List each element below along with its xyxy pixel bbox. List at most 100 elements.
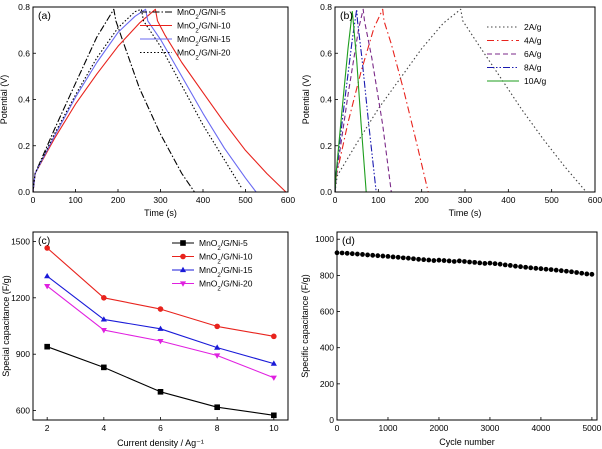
data-point — [589, 271, 595, 277]
x-tick-label: 4 — [101, 423, 106, 433]
panel-d: 0 1000 2000 3000 4000 5000 0 200 400 600 800 1000 (d… — [300, 231, 602, 447]
data-point — [44, 245, 50, 251]
data-point — [385, 254, 391, 259]
data-point — [533, 265, 539, 271]
data-point — [100, 316, 107, 322]
data-point — [380, 253, 386, 259]
legend-entry: 8A/g — [524, 63, 542, 73]
data-point — [214, 323, 220, 330]
data-point — [558, 268, 564, 274]
x-tick-label: 10 — [269, 423, 279, 433]
series-line — [32, 8, 287, 193]
data-point — [44, 272, 51, 279]
data-point — [462, 259, 467, 264]
legend-entry: MnO2/G/Ni-10 — [199, 252, 253, 266]
data-point — [436, 257, 442, 263]
legend-entry: MnO2/G/Ni-5 — [199, 238, 248, 252]
x-tick-label: 600 — [588, 195, 602, 205]
x-tick-label: 300 — [153, 195, 167, 205]
data-point — [421, 257, 427, 263]
legend-marker — [180, 240, 186, 246]
data-point — [405, 255, 411, 261]
x-tick-label: 400 — [196, 195, 210, 205]
data-point — [101, 295, 107, 301]
legend-entry: MnO2/G/Ni-20 — [177, 48, 231, 62]
data-point — [487, 260, 493, 266]
legend-entry: MnO2/G/Ni-15 — [177, 34, 231, 48]
data-point — [270, 360, 277, 366]
legend-marker — [179, 281, 187, 287]
y-tick-label: 1500 — [11, 236, 30, 246]
data-point — [214, 344, 221, 350]
plot-frame — [32, 231, 289, 421]
data-point — [426, 257, 432, 263]
y-tick-label: 800 — [320, 270, 334, 280]
series-line — [334, 11, 367, 193]
y-tick-label: 600 — [16, 406, 30, 416]
panel-label: (d) — [342, 235, 355, 247]
data-point — [513, 263, 518, 269]
x-axis-label: Cycle number — [439, 437, 495, 447]
series-line — [32, 8, 257, 193]
x-tick-label: 500 — [545, 195, 559, 205]
x-tick-label: 0 — [335, 423, 340, 433]
y-axis-label: Potential (V) — [301, 75, 311, 125]
x-tick-label: 2 — [45, 423, 50, 433]
legend-entry: 4A/g — [524, 36, 542, 46]
legend-entry: MnO2/G/Ni-5 — [177, 7, 226, 21]
data-point — [271, 333, 277, 340]
data-point — [354, 251, 360, 257]
x-tick-label: 0 — [333, 195, 338, 205]
data-point — [375, 253, 381, 259]
data-point — [564, 268, 569, 274]
y-tick-label: 0.8 — [18, 2, 30, 12]
data-point — [456, 258, 462, 264]
legend-entry: 6A/g — [524, 49, 542, 59]
y-tick-label: 1000 — [315, 234, 334, 244]
data-point — [157, 389, 164, 395]
data-point — [270, 375, 277, 381]
y-tick-label: 0.4 — [18, 95, 30, 105]
data-point — [431, 258, 437, 263]
x-tick-label: 600 — [281, 195, 295, 205]
panel-a: 0 100 200 300 400 500 600 0.0 0.2 0.4 0.6 0.8 (a) Tim… — [0, 2, 295, 218]
y-tick-label: 0.2 — [320, 141, 332, 151]
plot-frame — [32, 6, 289, 193]
data-point — [344, 250, 350, 256]
series-line — [46, 285, 275, 379]
data-point — [370, 252, 376, 258]
data-point — [553, 267, 559, 273]
x-tick-label: 500 — [238, 195, 252, 205]
data-point — [390, 254, 396, 260]
x-tick-label: 200 — [111, 195, 125, 205]
x-tick-label: 0 — [31, 195, 36, 205]
x-tick-label: 400 — [501, 195, 515, 205]
y-tick-label: 0.0 — [320, 187, 332, 197]
data-point — [157, 338, 164, 345]
x-axis-label: Current density / Ag⁻¹ — [117, 438, 204, 448]
y-tick-label: 1200 — [11, 293, 30, 303]
y-axis-label: Potential (V) — [0, 75, 9, 125]
data-point — [523, 264, 529, 270]
legend: MnO2/G/Ni-5MnO2/G/Ni-10MnO2/G/Ni-15MnO2/… — [172, 238, 253, 292]
data-point — [507, 263, 513, 268]
data-point — [451, 259, 457, 264]
data-point — [365, 252, 370, 258]
data-point — [502, 262, 508, 268]
panel-label: (c) — [38, 235, 50, 247]
y-tick-label: 900 — [16, 349, 30, 359]
plot-frame — [334, 6, 596, 193]
x-axis-label: Time (s) — [144, 208, 177, 218]
data-point — [584, 271, 590, 277]
y-tick-label: 0 — [329, 415, 334, 425]
data-point — [360, 252, 365, 257]
data-point — [157, 306, 164, 312]
data-point — [543, 266, 549, 272]
data-point — [492, 261, 498, 267]
data-point — [569, 269, 574, 275]
data-point — [441, 258, 447, 263]
legend-marker — [179, 266, 187, 273]
x-axis-label: Time (s) — [449, 208, 482, 218]
x-tick-label: 6 — [158, 423, 163, 433]
y-tick-label: 0.2 — [18, 141, 30, 151]
